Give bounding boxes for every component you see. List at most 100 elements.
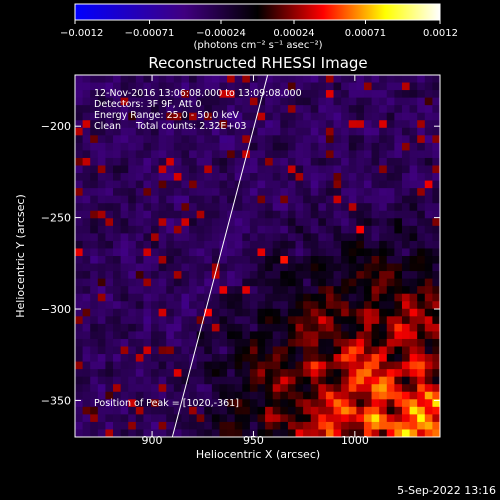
heatmap-cell (181, 338, 190, 347)
heatmap-cell (318, 142, 327, 151)
heatmap-cell (82, 369, 91, 378)
heatmap-cell (348, 286, 357, 295)
heatmap-cell (151, 157, 160, 166)
heatmap-cell (401, 369, 410, 378)
heatmap-cell (90, 240, 99, 249)
heatmap-cell (348, 354, 357, 362)
heatmap-cell (363, 429, 372, 437)
heatmap-cell (417, 248, 426, 257)
heatmap-cell (234, 142, 243, 151)
heatmap-cell (135, 75, 144, 83)
heatmap-cell (75, 429, 83, 437)
heatmap-cell (204, 376, 213, 385)
heatmap-cell (333, 225, 342, 234)
heatmap-cell (75, 195, 83, 204)
heatmap-cell (249, 414, 258, 423)
heatmap-cell (424, 369, 433, 378)
heatmap-cell (325, 421, 334, 430)
heatmap-cell (166, 173, 175, 181)
heatmap-cell (181, 210, 190, 219)
heatmap-cell (97, 376, 106, 385)
heatmap-cell (257, 233, 266, 242)
heatmap-cell (318, 195, 327, 204)
heatmap-cell (166, 376, 175, 385)
heatmap-cell (265, 105, 274, 114)
heatmap-cell (341, 233, 350, 242)
heatmap-cell (249, 210, 258, 219)
heatmap-cell (135, 384, 144, 393)
heatmap-cell (219, 75, 228, 83)
heatmap-cell (90, 278, 99, 287)
heatmap-cell (151, 414, 160, 423)
heatmap-cell (97, 105, 106, 114)
heatmap-cell (356, 233, 365, 242)
heatmap-cell (363, 142, 372, 151)
heatmap-cell (120, 127, 129, 136)
heatmap-cell (356, 165, 365, 174)
heatmap-cell (363, 127, 372, 136)
heatmap-cell (158, 271, 167, 280)
heatmap-cell (363, 421, 372, 430)
heatmap-cell (219, 354, 228, 362)
heatmap-cell (181, 256, 190, 264)
heatmap-cell (227, 301, 236, 310)
heatmap-cell (432, 82, 440, 91)
heatmap-cell (348, 271, 357, 280)
heatmap-cell (257, 210, 266, 219)
heatmap-cell (166, 165, 175, 174)
heatmap-cell (272, 346, 281, 355)
heatmap-cell (189, 429, 198, 437)
heatmap-cell (265, 323, 274, 332)
heatmap-cell (234, 97, 243, 106)
heatmap-cell (143, 188, 152, 197)
heatmap-cell (135, 271, 144, 280)
heatmap-cell (394, 105, 403, 114)
heatmap-cell (333, 218, 342, 227)
heatmap-cell (371, 233, 380, 242)
heatmap-cell (341, 240, 350, 249)
heatmap-cell (189, 173, 198, 181)
heatmap-cell (394, 384, 403, 393)
heatmap-cell (348, 399, 357, 408)
heatmap-cell (151, 97, 160, 106)
heatmap-cell (135, 316, 144, 325)
heatmap-cell (272, 173, 281, 181)
heatmap-cell (386, 142, 395, 151)
heatmap-cell (280, 354, 289, 362)
heatmap-cell (401, 157, 410, 166)
heatmap-cell (303, 308, 312, 317)
heatmap-cell (105, 150, 114, 159)
heatmap-cell (113, 82, 122, 91)
heatmap-cell (219, 240, 228, 249)
heatmap-cell (181, 120, 190, 129)
heatmap-cell (325, 406, 334, 415)
heatmap-cell (204, 429, 213, 437)
heatmap-cell (348, 127, 357, 136)
heatmap-cell (113, 301, 122, 310)
heatmap-cell (227, 248, 236, 257)
heatmap-cell (303, 286, 312, 295)
heatmap-cell (409, 338, 418, 347)
heatmap-cell (97, 286, 106, 295)
heatmap-cell (272, 414, 281, 423)
heatmap-cell (219, 82, 228, 91)
heatmap-cell (90, 399, 99, 408)
heatmap-cell (401, 301, 410, 310)
heatmap-cell (303, 157, 312, 166)
heatmap-cell (318, 203, 327, 212)
heatmap-cell (196, 195, 205, 204)
heatmap-cell (211, 203, 220, 212)
heatmap-cell (97, 361, 106, 370)
heatmap-cell (341, 218, 350, 227)
heatmap-cell (82, 429, 91, 437)
heatmap-cell (280, 142, 289, 151)
heatmap-cell (227, 316, 236, 325)
heatmap-cell (348, 240, 357, 249)
heatmap-cell (356, 112, 365, 121)
heatmap-cell (82, 406, 91, 415)
heatmap-cell (409, 346, 418, 355)
heatmap-cell (265, 384, 274, 393)
heatmap-cell (333, 301, 342, 310)
heatmap-cell (272, 90, 281, 99)
heatmap-cell (227, 173, 236, 181)
